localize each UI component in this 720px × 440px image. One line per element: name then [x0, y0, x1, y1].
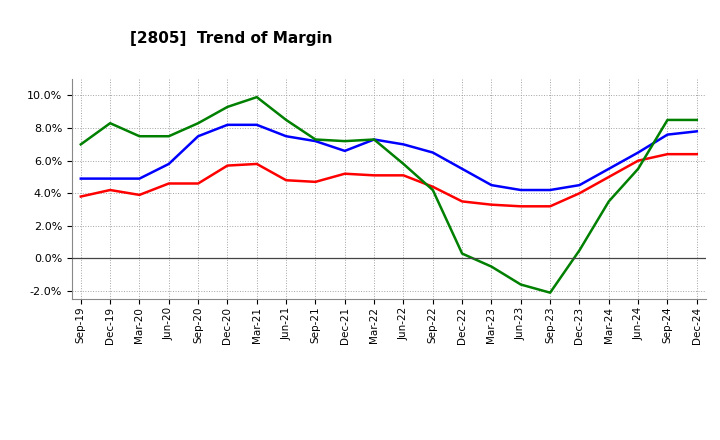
Net Income	[516, 204, 525, 209]
Ordinary Income	[516, 187, 525, 193]
Operating Cashflow	[282, 117, 290, 123]
Ordinary Income	[428, 150, 437, 155]
Net Income	[399, 173, 408, 178]
Operating Cashflow	[399, 161, 408, 167]
Operating Cashflow	[546, 290, 554, 295]
Net Income	[341, 171, 349, 176]
Ordinary Income	[106, 176, 114, 181]
Line: Operating Cashflow: Operating Cashflow	[81, 97, 697, 293]
Operating Cashflow	[194, 121, 202, 126]
Net Income	[311, 179, 320, 184]
Ordinary Income	[223, 122, 232, 128]
Operating Cashflow	[663, 117, 672, 123]
Net Income	[223, 163, 232, 168]
Ordinary Income	[458, 166, 467, 172]
Operating Cashflow	[487, 264, 496, 269]
Text: [2805]  Trend of Margin: [2805] Trend of Margin	[130, 31, 332, 46]
Ordinary Income	[282, 134, 290, 139]
Operating Cashflow	[76, 142, 85, 147]
Ordinary Income	[575, 183, 584, 188]
Net Income	[458, 199, 467, 204]
Ordinary Income	[370, 137, 379, 142]
Net Income	[546, 204, 554, 209]
Operating Cashflow	[428, 187, 437, 193]
Operating Cashflow	[516, 282, 525, 287]
Net Income	[135, 192, 144, 198]
Net Income	[575, 191, 584, 196]
Operating Cashflow	[575, 248, 584, 253]
Net Income	[106, 187, 114, 193]
Ordinary Income	[194, 134, 202, 139]
Line: Net Income: Net Income	[81, 154, 697, 206]
Net Income	[370, 173, 379, 178]
Net Income	[164, 181, 173, 186]
Net Income	[605, 174, 613, 180]
Net Income	[194, 181, 202, 186]
Ordinary Income	[341, 148, 349, 154]
Operating Cashflow	[370, 137, 379, 142]
Ordinary Income	[164, 161, 173, 167]
Ordinary Income	[76, 176, 85, 181]
Ordinary Income	[253, 122, 261, 128]
Net Income	[428, 184, 437, 189]
Operating Cashflow	[164, 134, 173, 139]
Ordinary Income	[546, 187, 554, 193]
Line: Ordinary Income: Ordinary Income	[81, 125, 697, 190]
Ordinary Income	[399, 142, 408, 147]
Operating Cashflow	[341, 139, 349, 144]
Ordinary Income	[311, 139, 320, 144]
Ordinary Income	[634, 150, 642, 155]
Net Income	[253, 161, 261, 167]
Operating Cashflow	[693, 117, 701, 123]
Net Income	[693, 151, 701, 157]
Operating Cashflow	[106, 121, 114, 126]
Net Income	[663, 151, 672, 157]
Operating Cashflow	[458, 251, 467, 256]
Net Income	[282, 178, 290, 183]
Ordinary Income	[693, 129, 701, 134]
Operating Cashflow	[253, 95, 261, 100]
Ordinary Income	[663, 132, 672, 137]
Operating Cashflow	[311, 137, 320, 142]
Ordinary Income	[605, 166, 613, 172]
Net Income	[487, 202, 496, 207]
Net Income	[76, 194, 85, 199]
Ordinary Income	[487, 183, 496, 188]
Ordinary Income	[135, 176, 144, 181]
Operating Cashflow	[634, 166, 642, 172]
Net Income	[634, 158, 642, 163]
Operating Cashflow	[605, 199, 613, 204]
Operating Cashflow	[223, 104, 232, 110]
Operating Cashflow	[135, 134, 144, 139]
